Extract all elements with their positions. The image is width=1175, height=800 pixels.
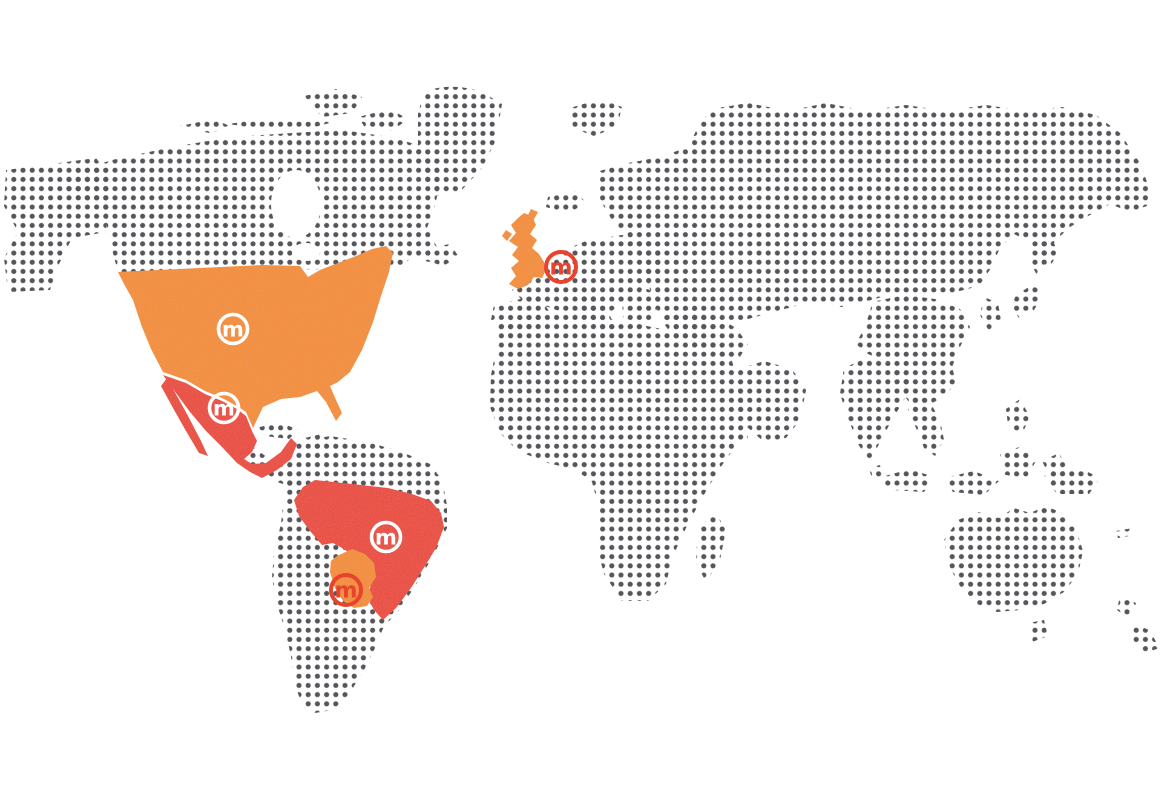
- region-india: [840, 357, 912, 462]
- country-mexico-baja-california: [161, 378, 208, 456]
- region-africa: [490, 313, 748, 601]
- region-australia: [944, 506, 1083, 612]
- marker-glyph: m: [375, 525, 397, 549]
- region-southeast-asia: [908, 394, 944, 456]
- marker-ring: [544, 250, 578, 284]
- country-mexico: [163, 375, 297, 478]
- region-iceland: [546, 191, 586, 214]
- marker-glyph: m: [213, 396, 235, 420]
- region-middle-east: [660, 307, 748, 360]
- region-scandinavia-north: [570, 99, 622, 136]
- country-uk-shetland: [528, 209, 538, 221]
- region-new-zealand: [1117, 596, 1160, 653]
- region-arabia: [736, 361, 806, 442]
- marker-glyph: m: [222, 317, 244, 341]
- marker-ring: [207, 391, 241, 425]
- region-russia: [596, 103, 1150, 334]
- region-korea: [980, 297, 1001, 331]
- map-marker-united-states[interactable]: m: [216, 312, 250, 346]
- country-united-states: [118, 246, 393, 428]
- marker-ring: [329, 573, 363, 607]
- country-brazil: [294, 480, 444, 620]
- region-madagascar: [696, 513, 726, 582]
- map-marker-brazil[interactable]: m: [369, 520, 403, 554]
- country-uk-hebrides: [502, 230, 512, 241]
- region-canada: [62, 130, 440, 272]
- great-lakes-water: [292, 243, 320, 261]
- marker-ring: [216, 312, 250, 346]
- dotted-continents: [4, 86, 1160, 713]
- region-sri-lanka: [869, 465, 883, 479]
- map-markers: m m m m m: [207, 250, 578, 607]
- highlighted-countries: [118, 209, 545, 620]
- region-indonesia: [878, 446, 1068, 495]
- marker-glyph: m: [335, 579, 358, 604]
- region-philippines: [1006, 399, 1030, 436]
- region-greenland: [418, 86, 502, 196]
- marker-ring: [369, 520, 403, 554]
- region-canadian-arctic: [180, 89, 408, 133]
- region-china: [856, 295, 970, 412]
- region-newfoundland: [428, 244, 459, 266]
- map-marker-paraguay[interactable]: m: [329, 573, 363, 607]
- region-balkans: [622, 289, 662, 332]
- country-united-kingdom: [509, 213, 545, 289]
- marker-glyph: m: [550, 256, 573, 281]
- map-marker-mexico[interactable]: m: [207, 391, 241, 425]
- hudson-bay-water: [271, 170, 321, 238]
- region-tasmania: [1028, 620, 1048, 642]
- map-marker-united-kingdom[interactable]: m: [544, 250, 578, 284]
- region-japan: [1011, 238, 1058, 318]
- region-new-caledonia: [1116, 528, 1135, 538]
